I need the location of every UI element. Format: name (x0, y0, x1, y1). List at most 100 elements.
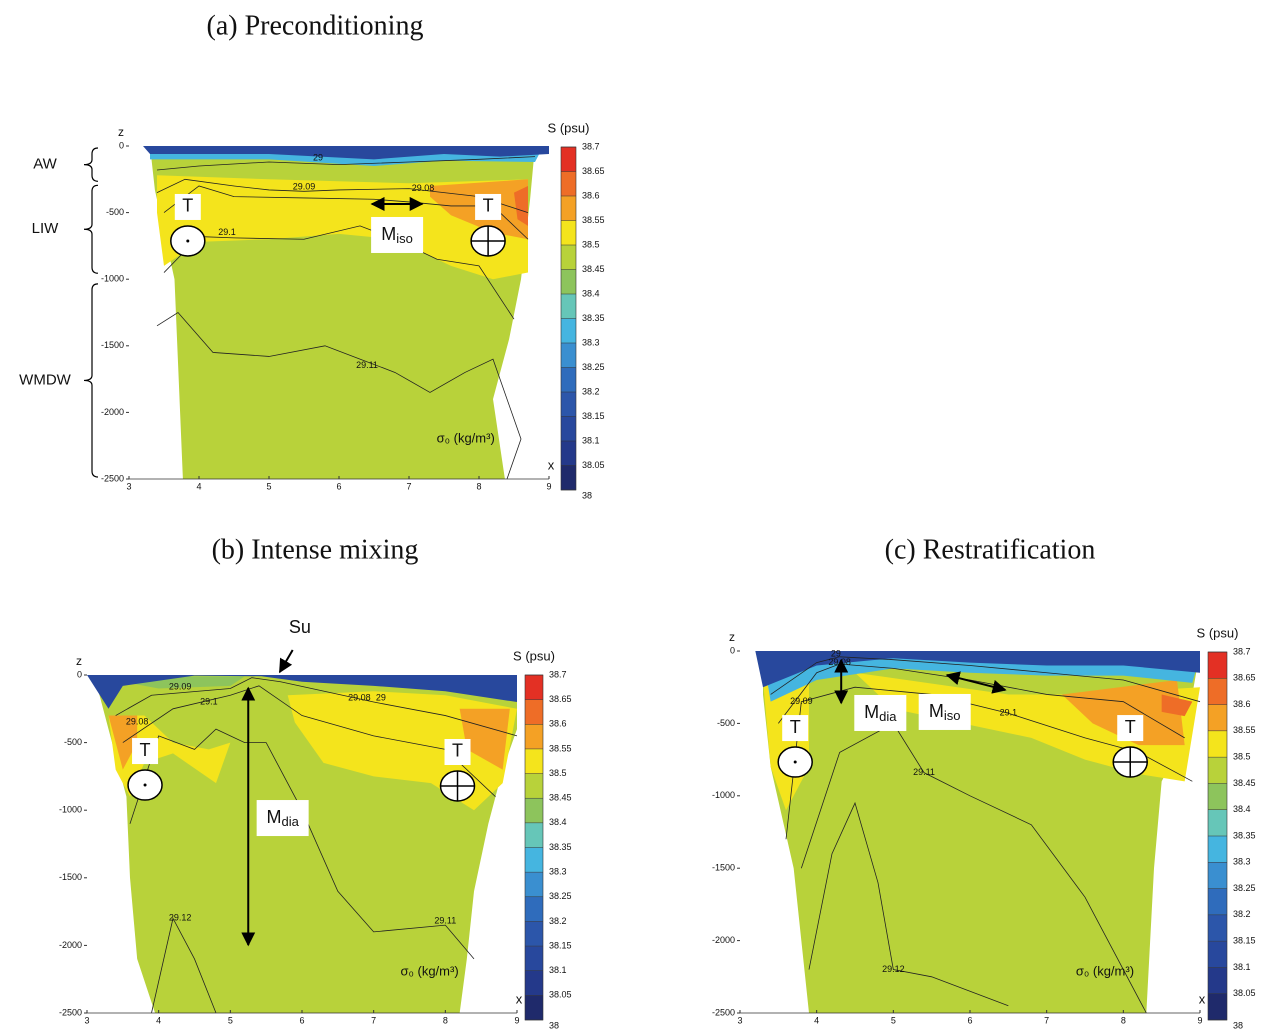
colorbar-title: S (psu) (513, 648, 555, 663)
colorbar-swatch (561, 220, 576, 245)
marker-label: T (140, 740, 151, 760)
density-contour (800, 722, 1147, 1014)
label-box (371, 216, 424, 253)
y-tick-label: -2500 (101, 473, 124, 483)
panel-title: (c) Restratification (885, 534, 1096, 565)
colorbar-label: 38.6 (1233, 699, 1251, 709)
contour-label: 29 (376, 692, 386, 702)
colorbar-swatch (561, 343, 576, 368)
colorbar-swatch (561, 196, 576, 221)
colorbar-swatch (1208, 993, 1227, 1020)
salinity-region (514, 185, 528, 226)
contour-label: 29.12 (882, 964, 905, 974)
colorbar-swatch (1208, 678, 1227, 705)
salinity-region (108, 715, 231, 797)
colorbar-swatch (525, 970, 543, 996)
colorbar-label: 38.5 (582, 239, 600, 249)
annotation: σ₀ (kg/m³) (1076, 963, 1134, 978)
y-axis-label: z (729, 630, 735, 644)
label-main: M (929, 701, 944, 721)
colorbar-swatch (561, 416, 576, 441)
density-contour (808, 801, 1009, 1007)
x-tick-label: 5 (891, 1015, 896, 1025)
colorbar-label: 38.65 (582, 166, 605, 176)
arrow-label: Miso (381, 224, 413, 247)
colorbar-label: 38.15 (549, 940, 572, 950)
x-tick-label: 4 (196, 481, 201, 491)
arrow-label: Mdia (266, 807, 299, 830)
x-tick-label: 6 (967, 1015, 972, 1025)
colorbar-swatch (525, 995, 543, 1020)
colorbar-swatch (561, 392, 576, 417)
colorbar-label: 38.35 (549, 842, 572, 852)
contour-label: 29.08 (348, 692, 371, 702)
colorbar-label: 38 (582, 490, 592, 500)
density-contour (770, 656, 1201, 703)
contour-label: 29.1 (200, 696, 218, 706)
salinity-region (143, 146, 549, 160)
colorbar-swatch (525, 872, 543, 897)
annotation: σ₀ (kg/m³) (400, 963, 458, 978)
x-axis-label: x (1199, 991, 1206, 1006)
x-axis-label: x (548, 457, 555, 472)
colorbar-label: 38.1 (1233, 962, 1251, 972)
colorbar-label: 38.3 (582, 337, 600, 347)
colorbar-label: 38.05 (1233, 988, 1256, 998)
colorbar-swatch (525, 699, 543, 725)
salinity-region (740, 651, 1200, 688)
colorbar-label: 38.25 (549, 891, 572, 901)
y-tick-label: -1500 (712, 863, 735, 873)
arrow-label: Su (289, 617, 311, 637)
salinity-region (763, 679, 809, 811)
x-tick-label: 7 (406, 481, 411, 491)
density-contour (156, 156, 536, 171)
y-tick-label: -2000 (101, 407, 124, 417)
colorbar-swatch (561, 269, 576, 294)
layer-label: AW (33, 156, 57, 173)
label-main: M (864, 702, 879, 722)
colorbar-label: 38.6 (582, 190, 600, 200)
x-tick-label: 8 (443, 1015, 448, 1025)
colorbar-label: 38 (1233, 1020, 1243, 1030)
contour-label: 29.09 (790, 696, 813, 706)
annotation: σ₀ (kg/m³) (437, 430, 495, 445)
colorbar-swatch (1208, 652, 1227, 679)
colorbar-swatch (561, 245, 576, 270)
colorbar-swatch (525, 675, 543, 700)
layer-brace (83, 147, 99, 182)
colorbar-swatch (525, 798, 543, 823)
y-tick-label: -2500 (59, 1007, 82, 1017)
colorbar-label: 38.15 (1233, 936, 1256, 946)
colorbar-label: 38.4 (1233, 804, 1251, 814)
marker-dot (186, 239, 190, 243)
colorbar-swatch (525, 724, 543, 749)
salinity-region (1062, 679, 1185, 746)
x-tick-label: 5 (266, 481, 271, 491)
arrow-label: Miso (929, 701, 961, 724)
contour-label: 29.12 (169, 913, 192, 923)
contour-label: 29.11 (913, 767, 935, 777)
label-main: Su (289, 617, 311, 637)
colorbar-swatch (1208, 730, 1227, 758)
layer-brace (83, 184, 99, 274)
colorbar-label: 38.2 (582, 386, 600, 396)
arrow-label: Mdia (864, 702, 897, 725)
marker-label: T (1125, 717, 1136, 737)
salinity-region (459, 708, 510, 770)
colorbar-label: 38.1 (582, 435, 600, 445)
density-contour (163, 225, 515, 320)
colorbar-label: 38.3 (1233, 857, 1251, 867)
x-axis-label: x (516, 991, 523, 1006)
colorbar-label: 38.55 (549, 743, 572, 753)
marker-label: T (483, 196, 494, 216)
colorbar-swatch (1208, 967, 1227, 994)
label-box (256, 800, 309, 837)
colorbar-swatch (1208, 704, 1227, 731)
colorbar-label: 38.35 (1233, 830, 1256, 840)
contour-label: 29.09 (293, 182, 316, 192)
y-tick-label: -500 (106, 207, 124, 217)
colorbar-swatch (561, 367, 576, 392)
y-tick-label: -500 (64, 737, 82, 747)
colorbar-swatch (1208, 888, 1227, 915)
colorbar-swatch (525, 773, 543, 799)
